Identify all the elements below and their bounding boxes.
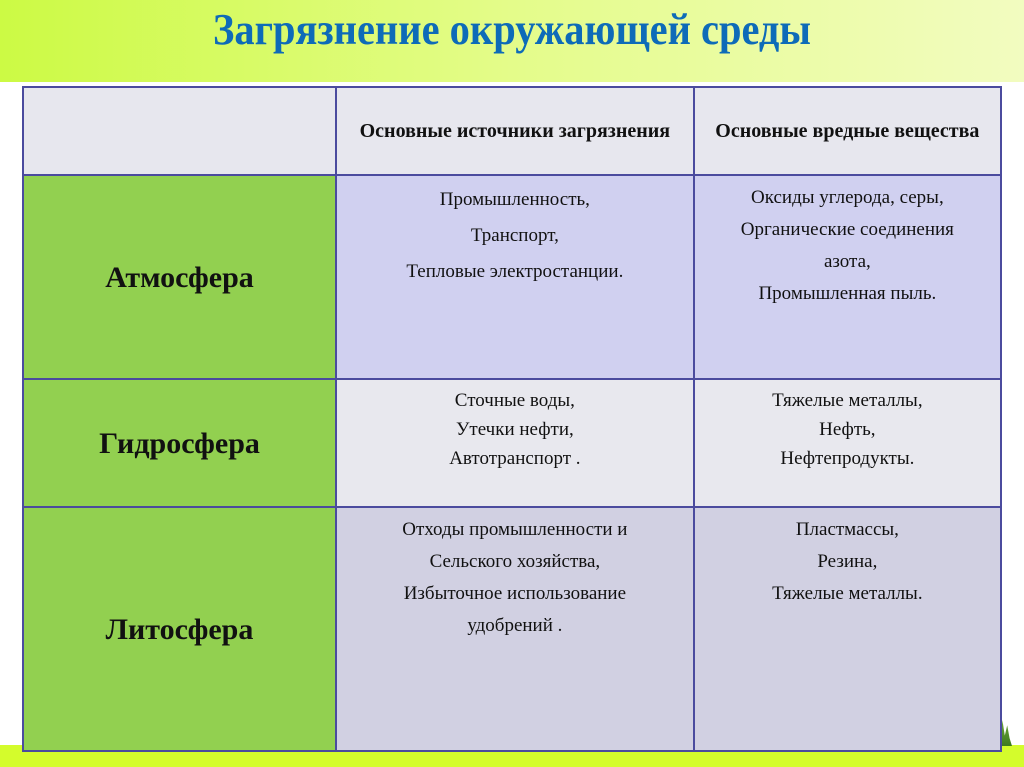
sources-cell: Промышленность, Транспорт, Тепловые элек… — [335, 174, 695, 380]
source-item: Сточные воды, — [454, 390, 575, 411]
header-cell: Основные вредные вещества — [692, 86, 1003, 176]
substance-item: Оксиды углерода, серы, — [751, 187, 944, 208]
substance-item: Пластмассы, — [795, 519, 899, 540]
substances-cell: Пластмассы, Резина, Тяжелые металлы. — [692, 506, 1003, 752]
sources-cell: Отходы промышленности и Сельского хозяйс… — [335, 506, 695, 752]
source-item: Транспорт, — [470, 225, 559, 246]
substance-item: Нефть, — [819, 419, 876, 440]
source-item: Избыточное использование — [403, 583, 627, 604]
table-row: Гидросфера Сточные воды, Утечки нефти, А… — [22, 378, 1003, 508]
table-row: Атмосфера Промышленность, Транспорт, Теп… — [22, 174, 1003, 380]
header-cell — [22, 86, 337, 176]
substance-item: Нефтепродукты. — [780, 448, 915, 469]
sphere-cell: Гидросфера — [22, 378, 337, 508]
sources-cell: Сточные воды, Утечки нефти, Автотранспор… — [335, 378, 695, 508]
substance-item: Резина, — [817, 551, 878, 572]
source-item: Автотранспорт . — [449, 448, 581, 469]
substance-item: Тяжелые металлы, — [772, 390, 923, 411]
substance-item: азота, — [823, 251, 871, 272]
source-item: Сельского хозяйства, — [429, 551, 601, 572]
sphere-cell: Литосфера — [22, 506, 337, 752]
header-cell: Основные источники загрязнения — [335, 86, 695, 176]
substance-item: Органические соединения — [740, 219, 954, 240]
substance-item: Промышленная пыль. — [758, 283, 937, 304]
source-item: Тепловые электростанции. — [406, 261, 624, 282]
substances-cell: Оксиды углерода, серы, Органические соед… — [692, 174, 1003, 380]
source-item: Промышленность, — [439, 189, 590, 210]
sphere-cell: Атмосфера — [22, 174, 337, 380]
header-row: Основные источники загрязнения Основные … — [22, 86, 1003, 176]
title-band — [0, 0, 1024, 82]
source-item: удобрений . — [467, 615, 563, 636]
pollution-table: Основные источники загрязнения Основные … — [22, 86, 1003, 752]
substances-cell: Тяжелые металлы, Нефть, Нефтепродукты. — [692, 378, 1003, 508]
source-item: Утечки нефти, — [455, 419, 574, 440]
substance-item: Тяжелые металлы. — [772, 583, 923, 604]
slide-title: Загрязнение окружающей среды — [212, 5, 812, 54]
table-row: Литосфера Отходы промышленности и Сельск… — [22, 506, 1003, 752]
source-item: Отходы промышленности и — [402, 519, 628, 540]
